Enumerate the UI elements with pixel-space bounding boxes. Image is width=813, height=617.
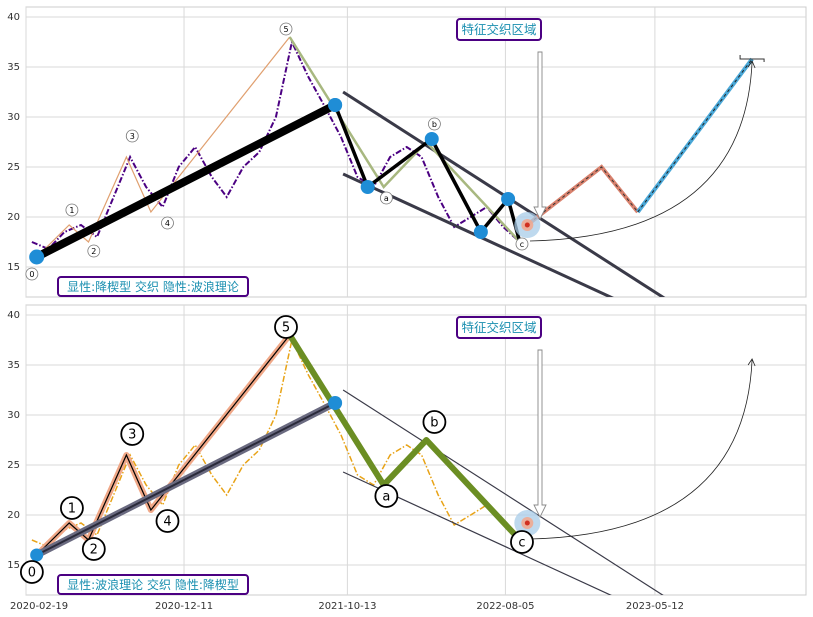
curved-arrow-head [747,358,756,367]
y-tick-label: 40 [7,12,20,23]
x-tick-label: 2023-05-12 [626,601,684,612]
wave-label-circle [60,496,84,520]
zigzag-marker [501,192,516,206]
y-tick-label: 30 [7,410,20,421]
y-tick-label: 15 [7,560,20,571]
trend-start-marker [30,548,44,562]
zigzag-marker [424,132,439,146]
y-tick-label: 15 [7,262,20,273]
wave-label-text: 2 [91,247,96,256]
annotation-text: 特征交织区域 [461,320,536,335]
caption-box [57,276,249,297]
trend-end-marker [328,98,343,112]
trend-start-marker [29,249,45,265]
curved-arrow [529,359,753,540]
y-tick-label: 20 [7,510,20,521]
wave-label-text: 1 [68,502,76,517]
projection-blue-dash [637,58,753,213]
x-tick-label: 2022-08-05 [476,601,534,612]
wave-abc-line [287,333,527,548]
caption-text: 显性:降楔型 交织 隐性:波浪理论 [67,279,239,294]
wave-label-text: b [432,120,437,129]
projection-end-bracket [739,55,765,62]
zigzag-marker [360,180,375,194]
interweave-zone-dot [524,222,530,228]
wave-label-text: 2 [90,543,98,558]
wave-label-text: a [382,490,390,505]
interweave-zone-dot [524,520,530,526]
plot-area [30,333,756,595]
wave-label-circle [422,410,447,434]
wave-label-text: 0 [28,566,36,581]
x-tick-label: 2021-10-13 [318,601,376,612]
down-arrow [533,51,547,221]
wave-label-circle [379,191,393,205]
wave-label-text: 3 [130,132,135,141]
y-tick-label: 25 [7,162,20,173]
caption-text: 显性:波浪理论 交织 隐性:降楔型 [67,577,239,592]
projection-red-dash [524,166,639,228]
wave-label-circle [65,203,79,217]
wave-label-circle [19,560,44,584]
x-tick-label: 2020-02-19 [10,601,68,612]
wave-label-circle [515,237,529,251]
wave-label-circle [120,422,145,446]
wedge-upper-line [342,389,664,595]
wave-label-circle [25,267,39,281]
curved-arrow-head [747,60,756,69]
wave-label-text: 0 [29,270,34,279]
wave-label-text: 4 [163,515,171,530]
wave-label-text: 1 [69,206,74,215]
price-series [31,337,521,548]
wave-label-text: 4 [165,219,170,228]
wave-label-circle [510,530,534,554]
y-tick-label: 25 [7,460,20,471]
price-series [31,38,521,251]
wave-1-5-line [36,334,291,556]
wave-label-text: b [430,416,438,431]
y-tick-label: 35 [7,360,20,371]
wave-label-text: a [384,194,389,203]
wave-label-circle [374,484,399,508]
zigzag-line [333,104,522,243]
y-tick-label: 35 [7,62,20,73]
trend-line [32,101,340,261]
wave-label-circle [155,509,180,533]
plot-area [29,36,765,297]
wave-label-circle [279,22,293,36]
wave-label-circle [87,244,101,258]
wave-label-text: c [518,536,525,551]
wave-label-circle [274,315,298,339]
y-tick-label: 30 [7,112,20,123]
trend-line [36,402,336,556]
caption-box [57,574,249,595]
wave-label-circle [428,117,441,131]
wave-label-text: 5 [282,321,290,336]
annotation-text: 特征交织区域 [461,22,536,37]
annotation-box [456,316,542,339]
annotation-box [456,18,542,41]
wave-label-circle [161,216,174,230]
x-tick-label: 2020-12-11 [155,601,213,612]
zigzag-marker [473,225,488,239]
down-arrow [533,349,547,519]
wave-label-circle [125,129,139,143]
wave-label-text: 3 [128,428,136,443]
curved-arrow [529,61,753,242]
y-tick-label: 40 [7,310,20,321]
wave-label-circle [81,537,106,561]
y-tick-label: 20 [7,212,20,223]
wave-label-text: c [520,240,524,249]
wave-label-text: 5 [283,25,288,34]
trend-end-marker [328,396,343,410]
